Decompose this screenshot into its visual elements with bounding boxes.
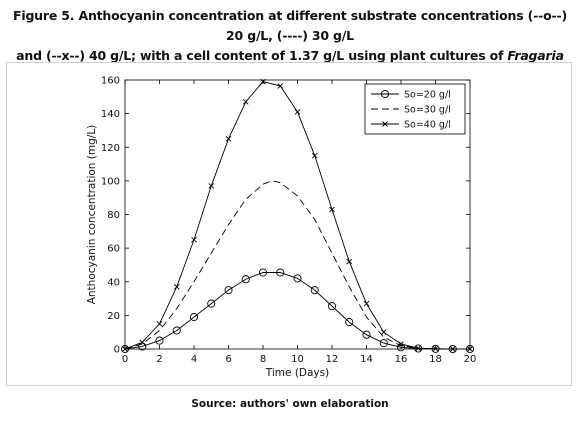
- data-point-x: [382, 121, 388, 127]
- data-point-x: [329, 206, 335, 213]
- series-3: [122, 78, 473, 352]
- data-point-circle: [276, 268, 285, 277]
- data-point-x: [156, 320, 163, 327]
- data-point-circle: [155, 336, 164, 345]
- x-tick-label: 14: [360, 354, 373, 365]
- data-point-circle: [120, 344, 130, 354]
- caption-line-1: Figure 5. Anthocyanin concentration at d…: [13, 8, 567, 43]
- data-point-x: [225, 136, 232, 142]
- data-point-circle: [172, 326, 181, 335]
- data-point-x: [122, 346, 128, 352]
- series-2: [124, 180, 470, 350]
- y-tick-label: 100: [101, 176, 120, 187]
- data-point-x: [139, 339, 146, 346]
- data-point-circle: [258, 268, 268, 277]
- x-tick-label: 20: [464, 354, 477, 365]
- x-tick-label: 10: [291, 354, 304, 365]
- data-point-circle: [379, 339, 388, 348]
- data-point-circle: [224, 286, 233, 295]
- y-axis-label: Anthocyanin concentration (mg/L): [86, 125, 98, 305]
- x-tick-label: 8: [260, 354, 266, 365]
- data-point-x: [260, 78, 266, 85]
- legend-label: So=20 g/l: [404, 90, 451, 101]
- data-point-x: [277, 83, 284, 89]
- data-point-circle: [327, 302, 337, 311]
- y-tick-label: 20: [107, 311, 120, 322]
- data-point-circle: [362, 330, 371, 339]
- data-point-circle: [345, 318, 354, 327]
- data-point-x: [242, 99, 249, 105]
- data-point-x: [415, 345, 422, 351]
- series-1: [120, 268, 475, 354]
- y-tick-label: 0: [114, 345, 120, 356]
- legend: So=20 g/l So=30 g/l So=40 g/l: [364, 83, 466, 135]
- data-point-circle: [310, 286, 319, 295]
- data-point-x: [432, 346, 439, 352]
- data-point-x: [346, 258, 353, 265]
- y-tick-label: 60: [107, 244, 120, 255]
- legend-label: So=40 g/l: [404, 120, 451, 131]
- x-axis-label: Time (Days): [265, 367, 329, 379]
- data-point-x: [173, 283, 180, 290]
- data-point-x: [294, 109, 301, 115]
- y-tick-label: 140: [101, 109, 120, 120]
- caption-line-2-text: and (--x--) 40 g/L; with a cell content …: [16, 48, 508, 63]
- x-tick-label: 12: [326, 354, 339, 365]
- data-point-x: [208, 183, 215, 189]
- data-point-circle: [293, 274, 302, 283]
- x-tick-label: 16: [395, 354, 408, 365]
- data-point-x: [311, 152, 318, 159]
- series-line: [124, 272, 470, 350]
- y-tick-label: 40: [107, 277, 120, 288]
- data-point-circle: [207, 299, 216, 308]
- data-point-x: [467, 346, 473, 352]
- data-point-x: [363, 300, 370, 307]
- y-tick-label: 80: [107, 210, 120, 221]
- data-point-circle: [380, 89, 390, 99]
- source-note: Source: authors' own elaboration: [191, 398, 389, 410]
- data-point-x: [449, 346, 456, 352]
- x-tick-label: 6: [225, 354, 231, 365]
- legend-label: So=30 g/l: [404, 105, 451, 116]
- data-point-circle: [241, 275, 250, 284]
- y-tick-label: 160: [101, 76, 120, 87]
- axis-ticks: 0 2 4 6 8 10 12 14 16 18 20 0 20 40 60 80 100 120 140 160: [101, 76, 476, 366]
- x-tick-label: 0: [122, 354, 128, 365]
- caption-line-2: and (--x--) 40 g/L; with a cell content …: [8, 46, 572, 86]
- x-tick-label: 4: [191, 354, 197, 365]
- series-line: [124, 180, 470, 350]
- x-tick-label: 2: [156, 354, 162, 365]
- anthocyanin-line-chart: 0 2 4 6 8 10 12 14 16 18 20 0 20 40 60 80 100 120 140 160 T…: [6, 62, 572, 386]
- chart-figure: 0 2 4 6 8 10 12 14 16 18 20 0 20 40 60 80 100 120 140 160 T…: [6, 62, 572, 386]
- data-point-circle: [189, 313, 199, 322]
- x-tick-label: 18: [429, 354, 442, 365]
- series-layer: [120, 78, 475, 354]
- data-point-x: [398, 341, 404, 347]
- data-point-x: [191, 236, 197, 243]
- figure-caption: Figure 5. Anthocyanin concentration at d…: [8, 6, 572, 86]
- data-point-x: [380, 329, 387, 336]
- y-tick-label: 120: [101, 143, 120, 154]
